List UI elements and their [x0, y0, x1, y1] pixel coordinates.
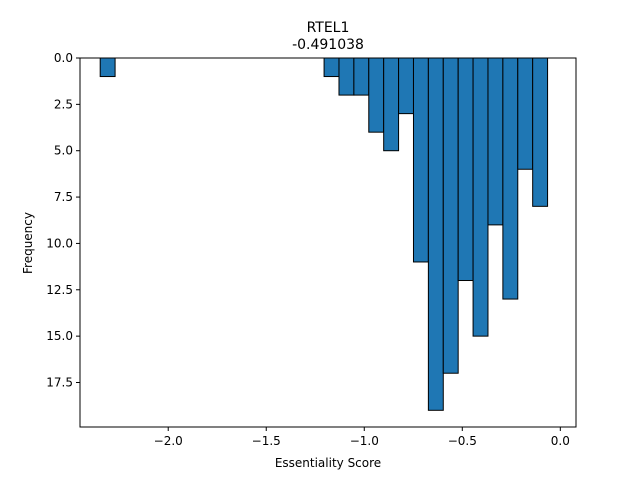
y-axis-label: Frequency	[21, 212, 35, 274]
y-tick-label: 2.5	[54, 97, 73, 111]
y-tick-label: 15.0	[46, 329, 73, 343]
y-tick-label: 0.0	[54, 51, 73, 65]
histogram-bar	[353, 57, 370, 96]
histogram-bar	[383, 57, 400, 152]
x-axis-label: Essentiality Score	[275, 456, 381, 470]
y-tick-label: 12.5	[46, 283, 73, 297]
y-tick-label: 7.5	[54, 190, 73, 204]
histogram-bar	[427, 57, 444, 411]
histogram-bar	[517, 57, 534, 170]
histogram-bar	[323, 57, 340, 78]
y-axis-ticks: 0.0 2.5 5.0 7.5 10.0 12.5 15.0 17.5	[46, 51, 80, 389]
y-tick-label: 10.0	[46, 236, 73, 250]
histogram-bar	[338, 57, 355, 96]
x-tick-label: −2.0	[154, 434, 183, 448]
histogram-bar	[472, 57, 489, 337]
x-tick-label: −0.5	[448, 434, 477, 448]
plot-frame	[79, 57, 577, 428]
histogram-bar	[412, 57, 429, 263]
x-tick-label: 0.0	[551, 434, 570, 448]
histogram-bar	[502, 57, 519, 300]
histogram-bar	[442, 57, 459, 374]
chart-title: RTEL1	[307, 20, 350, 36]
histogram-bar	[368, 57, 385, 133]
histogram-bar	[398, 57, 414, 115]
y-tick-label: 17.5	[46, 375, 73, 389]
histogram-bar	[457, 57, 474, 282]
histogram-bar	[532, 57, 549, 207]
bars-group	[99, 57, 549, 411]
histogram-bar	[487, 57, 504, 226]
x-tick-label: −1.5	[252, 434, 281, 448]
y-tick-label: 5.0	[54, 144, 73, 158]
x-axis-ticks: −2.0 −1.5 −1.0 −0.5 0.0	[154, 427, 570, 448]
chart-subtitle: -0.491038	[292, 37, 364, 53]
x-tick-label: −1.0	[350, 434, 379, 448]
histogram-bar	[99, 57, 116, 78]
